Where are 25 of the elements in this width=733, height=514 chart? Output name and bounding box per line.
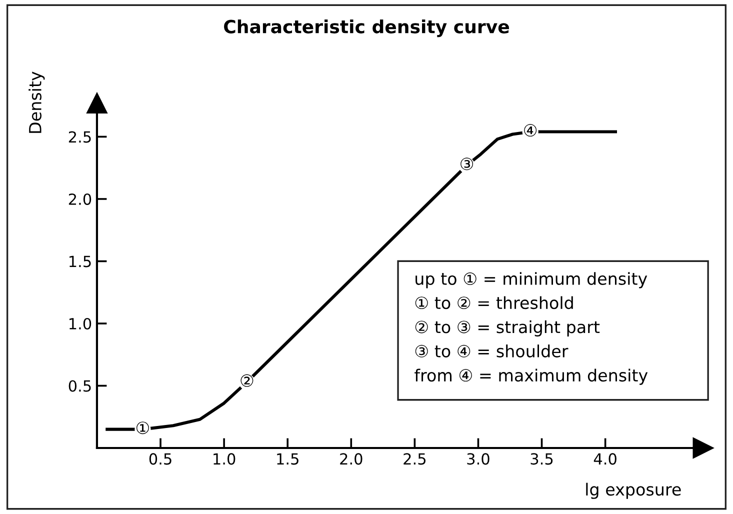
x-tick-label: 0.5 bbox=[149, 453, 172, 465]
y-tick-label: 0.5 bbox=[68, 380, 91, 392]
annotation: ④ bbox=[524, 124, 537, 137]
annotation: ② to ③ = straight part bbox=[415, 320, 600, 337]
x-tick-label: 2.5 bbox=[404, 453, 426, 465]
annotation: ① bbox=[136, 422, 149, 434]
x-tick-label: 1.5 bbox=[277, 453, 298, 465]
x-tick-label: 3.5 bbox=[530, 453, 553, 465]
chart-title: Characteristic density curve bbox=[224, 19, 509, 38]
y-tick-label: 1.0 bbox=[69, 318, 92, 330]
x-tick-label: 3.0 bbox=[467, 453, 490, 465]
y-tick-label: 1.5 bbox=[69, 256, 91, 268]
annotation: up to ① = minimum density bbox=[416, 272, 648, 288]
x-tick-label: 4.0 bbox=[594, 453, 616, 465]
annotation: from ④ = maximum density bbox=[414, 368, 648, 385]
x-axis-title: lg exposure bbox=[586, 482, 681, 499]
annotation: ③ bbox=[460, 158, 474, 170]
x-tick-label: 1.0 bbox=[214, 453, 236, 465]
annotation: ③ to ④ = shoulder bbox=[415, 344, 568, 358]
x-tick-label: 2.0 bbox=[340, 453, 362, 465]
annotation: ① to ② = threshold bbox=[415, 296, 573, 310]
y-tick-label: 2.0 bbox=[68, 193, 92, 206]
y-tick-label: 2.5 bbox=[68, 131, 91, 143]
annotation: ② bbox=[240, 374, 254, 387]
y-axis-title: Density bbox=[28, 72, 45, 133]
